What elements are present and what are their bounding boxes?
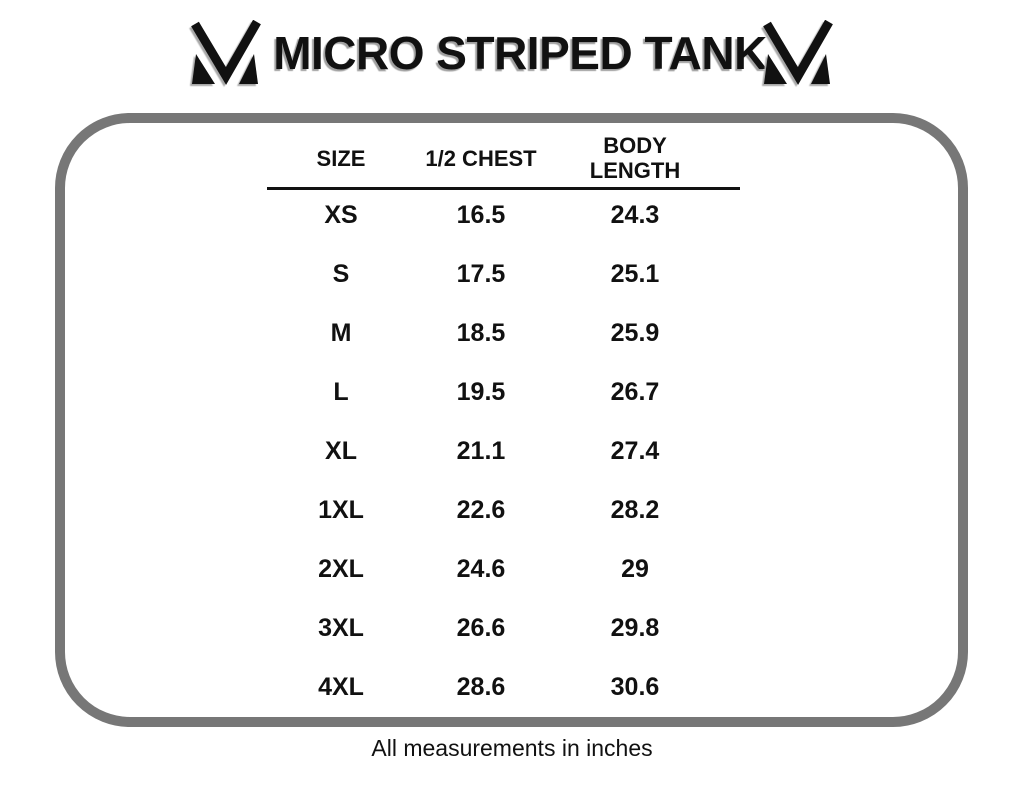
- table-row: L 19.5 26.7: [267, 363, 723, 422]
- size-table: XS 16.5 24.3 S 17.5 25.1 M 18.5 25.9 L 1…: [267, 186, 723, 717]
- half-chest-cell: 18.5: [456, 319, 506, 347]
- half-chest-cell: 21.1: [456, 437, 506, 465]
- body-length-cell: 29.8: [610, 614, 660, 642]
- chart-frame: [55, 113, 968, 727]
- column-headers: SIZE 1/2 CHEST BODY LENGTH: [267, 132, 723, 184]
- half-chest-cell: 16.5: [456, 201, 506, 229]
- brand-mark-icon: [762, 20, 833, 86]
- table-row: XL 21.1 27.4: [267, 422, 723, 481]
- half-chest-cell: 28.6: [456, 673, 506, 701]
- body-length-cell: 30.6: [610, 673, 660, 701]
- header-divider: [267, 187, 740, 190]
- column-header-size: SIZE: [316, 145, 366, 171]
- body-length-cell: 28.2: [610, 496, 660, 524]
- half-chest-cell: 17.5: [456, 260, 506, 288]
- units-footnote: All measurements in inches: [371, 735, 653, 761]
- size-cell: 4XL: [318, 673, 364, 701]
- size-cell: M: [330, 319, 352, 347]
- body-length-cell: 26.7: [610, 378, 660, 406]
- table-row: 2XL 24.6 29: [267, 540, 723, 599]
- table-row: 1XL 22.6 28.2: [267, 481, 723, 540]
- body-length-cell: 29: [621, 555, 649, 583]
- body-length-cell: 25.9: [610, 319, 660, 347]
- body-length-cell: 27.4: [610, 437, 660, 465]
- page-title: MICRO STRIPED TANK: [273, 27, 767, 79]
- table-row: 4XL 28.6 30.6: [267, 658, 723, 717]
- half-chest-cell: 26.6: [456, 614, 506, 642]
- size-cell: 1XL: [318, 496, 364, 524]
- size-cell: 2XL: [318, 555, 364, 583]
- brand-mark-icon: [191, 20, 262, 86]
- size-cell: S: [332, 260, 350, 288]
- size-cell: L: [333, 378, 349, 406]
- half-chest-cell: 22.6: [456, 496, 506, 524]
- page-header: MICRO STRIPED TANK: [0, 20, 1024, 86]
- size-cell: XS: [324, 201, 358, 229]
- half-chest-cell: 24.6: [456, 555, 506, 583]
- column-header-body-length: BODY LENGTH: [589, 133, 681, 183]
- table-row: 3XL 26.6 29.8: [267, 599, 723, 658]
- table-row: S 17.5 25.1: [267, 245, 723, 304]
- size-cell: XL: [325, 437, 357, 465]
- column-header-half-chest: 1/2 CHEST: [425, 145, 537, 171]
- table-row: XS 16.5 24.3: [267, 186, 723, 245]
- body-length-cell: 25.1: [610, 260, 660, 288]
- half-chest-cell: 19.5: [456, 378, 506, 406]
- table-row: M 18.5 25.9: [267, 304, 723, 363]
- size-cell: 3XL: [318, 614, 364, 642]
- body-length-cell: 24.3: [610, 201, 660, 229]
